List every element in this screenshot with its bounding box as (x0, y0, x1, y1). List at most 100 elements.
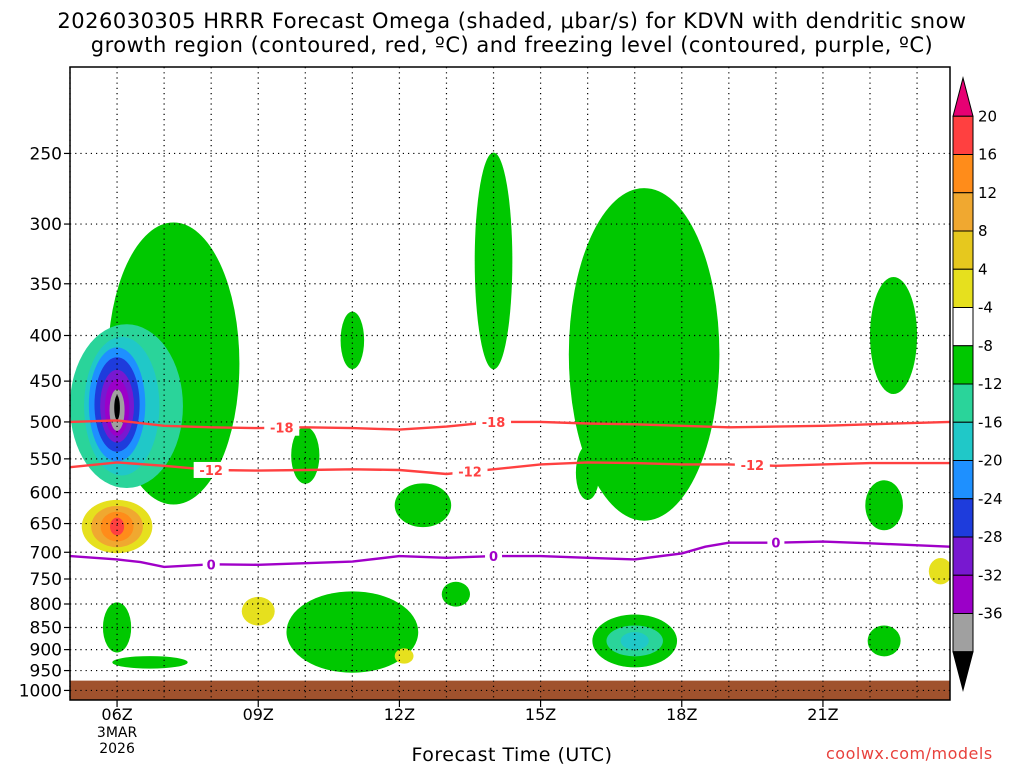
colorbar-label-0: 20 (978, 107, 997, 125)
x-tick-label-18Z: 18Z (666, 705, 697, 724)
omega-area-10 (394, 483, 452, 528)
contour-label-0-2: 0 (771, 537, 780, 552)
omega-area-14 (112, 656, 188, 669)
contour-label--12-1: -12 (458, 466, 482, 481)
colorbar-label-10: -24 (978, 490, 1003, 508)
omega-shaded-areas (70, 152, 950, 673)
omega-area-9 (340, 311, 365, 370)
omega-area-1 (474, 152, 513, 370)
y-tick-label-650: 650 (30, 515, 62, 535)
colorbar-label-11: -28 (978, 528, 1003, 546)
plot-frame (69, 66, 951, 701)
colorbar-label-2: 12 (978, 184, 997, 202)
x-tick-sublabel-1: 2026 (99, 741, 135, 757)
chart-title-line-1: 2026030305 HRRR Forecast Omega (shaded, … (57, 9, 967, 33)
contour-label-0-1: 0 (489, 550, 498, 565)
colorbar-swatch-2 (952, 154, 974, 194)
colorbar-swatch-12 (952, 536, 974, 576)
y-tick-label-550: 550 (30, 450, 62, 470)
contour-label--12-2: -12 (741, 459, 765, 474)
omega-area-2 (568, 188, 720, 521)
colorbar-swatch-9 (952, 421, 974, 461)
y-tick-label-900: 900 (30, 641, 62, 661)
colorbar-swatch-11 (952, 498, 974, 538)
contour-label--18-1: -18 (482, 416, 506, 431)
contour-label-bg--12-1 (452, 463, 488, 480)
x-tick-label-15Z: 15Z (525, 705, 556, 724)
colorbar-label-6: -8 (978, 337, 993, 355)
colorbar-swatch-1 (952, 115, 974, 155)
colorbar-label-4: 4 (978, 260, 988, 278)
colorbar-swatch-14 (952, 613, 974, 653)
omega-area-11 (441, 581, 470, 607)
colorbar-legend: 20 16 12 8 4 -4 -8 -12 -16 -20 -24 -28 -32 -36 (952, 76, 1003, 692)
y-tick-label-700: 700 (30, 543, 62, 563)
contour-line-0 (70, 540, 950, 569)
contour-label-bg-0-1 (485, 548, 503, 565)
x-tick-label-06Z: 06Z (101, 705, 132, 724)
colorbar-label-13: -36 (978, 605, 1003, 623)
colorbar-label-1: 16 (978, 146, 997, 164)
chart-title-line-2: growth region (contoured, red, ºC) and f… (90, 33, 934, 57)
omega-area-18 (620, 632, 649, 650)
contour-label--18-0: -18 (270, 422, 294, 437)
y-axis: 250 300 350 400 450 500 550 600 650 700 750 800 850 9… (19, 144, 70, 701)
colorbar-swatch-8 (952, 383, 974, 423)
omega-area-6 (865, 480, 903, 531)
contour-label-bg--18-1 (476, 413, 512, 430)
contour-label-bg--18-0 (264, 419, 300, 436)
x-tick-label-12Z: 12Z (384, 705, 415, 724)
omega-area-27 (394, 648, 414, 664)
colorbar-swatch-13 (952, 574, 974, 614)
y-tick-label-850: 850 (30, 618, 62, 638)
contour-label-bg-0-2 (767, 534, 785, 551)
x-axis-label: Forecast Time (UTC) (411, 744, 613, 766)
y-tick-label-500: 500 (30, 413, 62, 433)
colorbar-label-5: -4 (978, 299, 993, 317)
y-tick-label-750: 750 (30, 570, 62, 590)
colorbar-label-3: 8 (978, 222, 988, 240)
colorbar-arrow-bottom (952, 651, 974, 692)
x-tick-label-21Z: 21Z (807, 705, 838, 724)
y-tick-label-300: 300 (30, 215, 62, 235)
y-tick-label-800: 800 (30, 595, 62, 615)
y-tick-label-600: 600 (30, 484, 62, 504)
colorbar-swatch-3 (952, 192, 974, 232)
y-tick-label-350: 350 (30, 275, 62, 295)
colorbar-swatch-5 (952, 268, 974, 308)
omega-area-5 (870, 276, 918, 395)
colorbar-arrow-top (952, 76, 974, 117)
contour-label-bg--12-0 (193, 461, 229, 478)
colorbar-label-9: -20 (978, 452, 1003, 470)
colorbar-swatch-7 (952, 345, 974, 385)
x-tick-sublabel-0: 3MAR (97, 725, 138, 741)
y-tick-label-400: 400 (30, 326, 62, 346)
colorbar-swatch-4 (952, 230, 974, 270)
y-tick-label-1000: 1000 (19, 681, 62, 701)
contour-labels: -18 -18 -12 -12 -12 0 0 0 (193, 413, 785, 573)
contour-label-0-0: 0 (207, 558, 216, 573)
colorbar-label-7: -12 (978, 375, 1003, 393)
ground-band (70, 680, 950, 700)
omega-area-26 (241, 596, 275, 626)
contour-label-bg-0-0 (202, 556, 220, 573)
omega-area-31 (110, 517, 125, 536)
ground-layer (70, 680, 950, 700)
contour-label-bg--12-2 (734, 457, 770, 474)
omega-area-7 (867, 625, 901, 657)
omega-area-3 (286, 591, 419, 673)
colorbar-label-8: -16 (978, 413, 1003, 431)
omega-area-28 (928, 557, 950, 585)
credit-text: coolwx.com/models (826, 744, 993, 763)
x-tick-label-09Z: 09Z (243, 705, 274, 724)
y-tick-label-450: 450 (30, 372, 62, 392)
colorbar-swatch-10 (952, 460, 974, 500)
contour-label--12-0: -12 (199, 464, 223, 479)
colorbar-label-12: -32 (978, 566, 1003, 584)
omega-area-24 (114, 395, 120, 420)
y-tick-label-950: 950 (30, 662, 62, 682)
y-tick-label-250: 250 (30, 144, 62, 164)
colorbar-swatch-6 (952, 307, 974, 347)
